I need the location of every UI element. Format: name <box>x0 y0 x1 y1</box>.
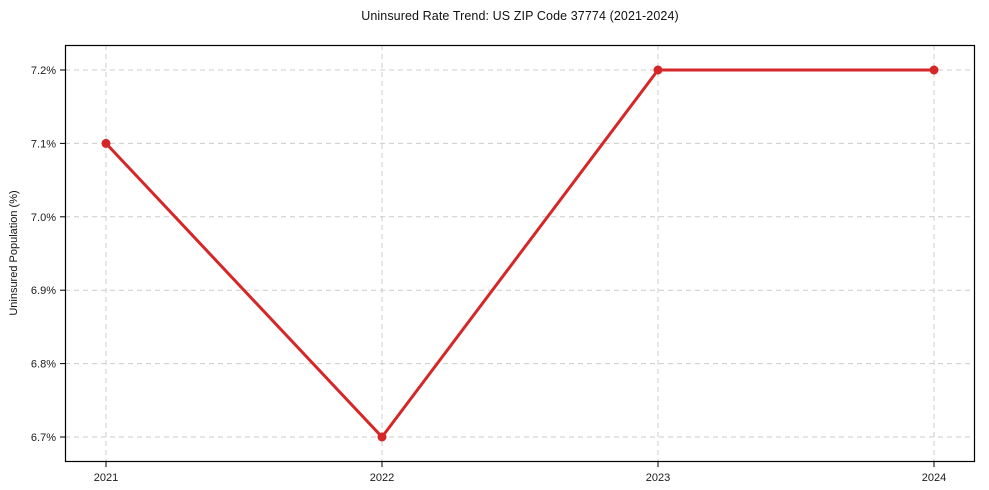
x-tick-label: 2024 <box>922 472 946 484</box>
chart-title: Uninsured Rate Trend: US ZIP Code 37774 … <box>361 9 679 23</box>
plot-area: 6.7% 6.8% 6.9% 7.0% 7.1% 7.2% 2021 2022 2023 2024 <box>31 44 976 484</box>
trend-line <box>104 68 936 439</box>
data-point-marker <box>653 65 663 75</box>
x-tick-label: 2022 <box>370 472 394 484</box>
y-tick-label: 7.2% <box>31 65 56 77</box>
x-tick-label: 2021 <box>94 472 118 484</box>
y-axis-label: Uninsured Population (%) <box>8 190 20 316</box>
y-tick-label: 7.1% <box>31 138 56 150</box>
y-tick-label: 6.9% <box>31 285 56 297</box>
plot-border <box>64 44 976 463</box>
chart-canvas: 6.7% 6.8% 6.9% 7.0% 7.1% 7.2% 2021 2022 2023 2024 <box>31 44 976 484</box>
y-tick-label: 6.8% <box>31 359 56 371</box>
x-tick-label: 2023 <box>646 472 670 484</box>
y-tick-label: 6.7% <box>31 432 56 444</box>
y-tick-label: 7.0% <box>31 212 56 224</box>
data-point-marker <box>377 432 387 442</box>
data-point-marker <box>929 65 939 75</box>
data-point-marker <box>101 138 111 148</box>
